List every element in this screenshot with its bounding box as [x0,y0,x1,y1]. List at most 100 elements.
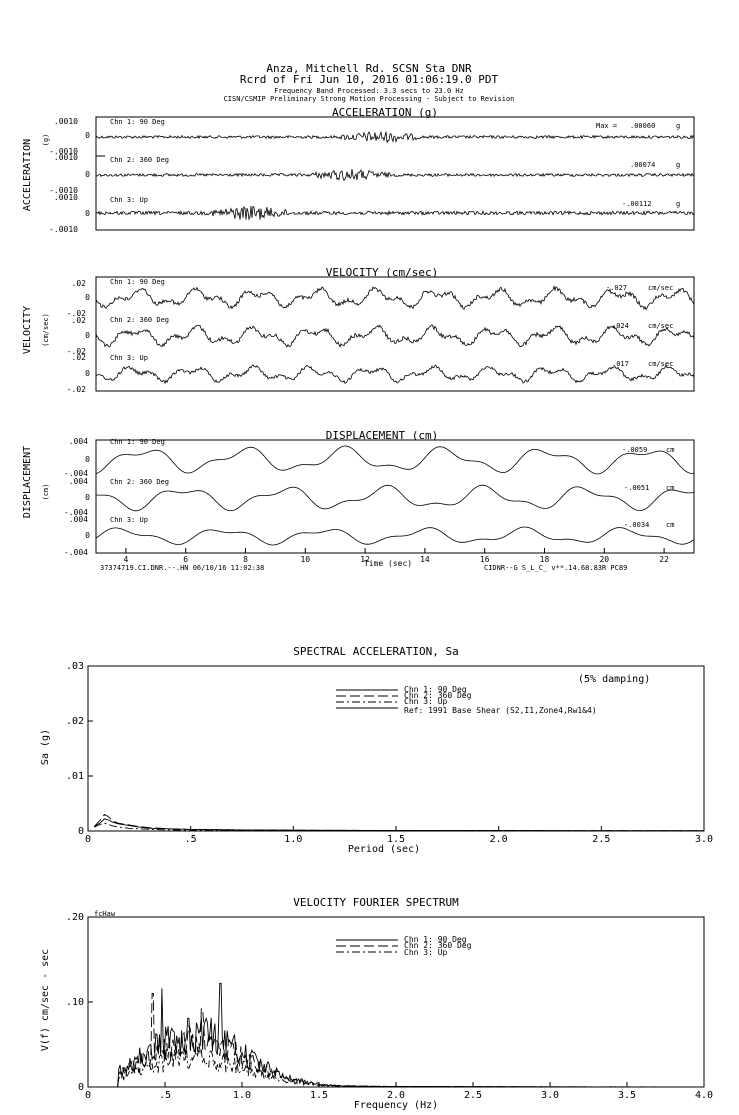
sa-x-tick-label: .5 [185,834,197,845]
header-disclaimer: CISN/CSMIP Preliminary Strong Motion Pro… [224,95,515,103]
velocity-units: (cm/sec) [42,313,50,347]
vel-ch3-trace [95,363,695,385]
dis-ch3-trace [95,526,695,546]
dis-ch3-tick-zero: 0 [85,531,90,540]
dis-ch2-tick-bottom: -.004 [64,508,88,517]
velocity-channel-1: .02 0 -.02 Chn 1: 90 Deg -.027 cm/sec [67,278,695,318]
vel-ch1-peak: -.027 [606,284,627,292]
displacement-channel-1: .004 0 -.004 Chn 1: 90 Deg -.0059 cm [64,437,695,478]
dis-ch3-tick-top: .004 [69,515,88,524]
sa-x-tick-label: 3.0 [695,834,713,845]
processing-note: CIDNR--G S_L_C_ v**.14.68.83R PC89 [484,564,627,572]
acceleration-frame [95,116,695,231]
time-tick-label-12: 12 [360,555,370,564]
sa-series [93,813,704,832]
fs-legend: Chn 1: 90 Deg Chn 2: 360 Deg Chn 3: Up [336,935,472,957]
time-tick-label-18: 18 [540,555,550,564]
acc-ch3-unit: g [676,200,680,208]
sa-legend-ch3: Chn 3: Up [404,697,448,706]
vel-ch3-tick-zero: 0 [85,369,90,378]
fs-ylabel: V(f) cm/sec - sec [40,949,51,1051]
fs-y-tick-label: 0 [78,1082,84,1093]
vel-ch1-tick-bottom: -.02 [67,309,86,318]
time-axis: 4 6 8 10 12 14 16 18 20 22 [123,548,669,564]
fs-x-tick-label: 0 [85,1090,91,1101]
acc-ch2-trace [95,168,695,182]
dis-ch3-unit: cm [666,521,674,529]
acceleration-ylabel: ACCELERATION [22,139,33,211]
acceleration-units: (g) [42,134,50,147]
vel-ch2-tick-zero: 0 [85,331,90,340]
time-tick-label-8: 8 [243,555,248,564]
velocity-ylabel: VELOCITY [22,306,33,354]
sa-y-tick-label: .01 [66,771,84,782]
fs-x-tick-label: 1.0 [233,1090,251,1101]
fs-corner-label: fcHaw [94,910,116,918]
acceleration-panel: ACCELERATION (g) ACCELERATION (g) .0010 … [22,106,695,234]
acc-ch1-peak: .00060 [630,122,655,130]
dis-ch2-tick-zero: 0 [85,493,90,502]
sa-y-tick-label: 0 [78,826,84,837]
record-id-note: 37374719.CI.DNR.--.HN 06/10/16 11:02:38 [100,564,264,572]
acceleration-channel-1: .0010 0 -.0010 Chn 1: 90 Deg Max = .0006… [49,117,695,156]
record-header: Anza, Mitchell Rd. SCSN Sta DNR Rcrd of … [224,62,515,103]
vel-ch1-unit: cm/sec [648,284,673,292]
fs-legend-ch2: Chn 2: 360 Deg [404,941,472,950]
acceleration-title: ACCELERATION (g) [332,106,438,119]
sa-ylabel: Sa (g) [40,729,51,765]
acc-ch3-trace [95,205,695,221]
header-band: Frequency Band Processed: 3.3 secs to 23… [274,87,464,95]
vel-ch1-trace [95,285,695,311]
velocity-title: VELOCITY (cm/sec) [326,266,439,279]
time-tick-label-4: 4 [123,555,128,564]
time-tick-label-22: 22 [659,555,669,564]
acc-max-label: Max = [596,122,617,130]
sa-title: SPECTRAL ACCELERATION, Sa [293,645,459,658]
displacement-channel-3: .004 0 -.004 Chn 3: Up -.0034 cm [64,515,695,557]
sa-y-tick-label: .03 [66,661,84,672]
acc-ch1-trace [95,130,695,144]
time-tick-label-10: 10 [300,555,310,564]
displacement-panel: DISPLACEMENT (cm) DISPLACEMENT (cm) .004… [22,429,695,572]
dis-ch2-unit: cm [666,484,674,492]
fs-series-3-line [88,1047,703,1088]
acc-ch1-tick-zero: 0 [85,131,90,140]
acc-ch3-tick-zero: 0 [85,209,90,218]
sa-x-tick-label: 1.0 [284,834,302,845]
velocity-panel: VELOCITY (cm/sec) VELOCITY (cm/sec) .02 … [22,266,695,394]
vel-ch3-tick-bottom: -.02 [67,385,86,394]
sa-legend-ch1: Chn 1: 90 Deg [404,685,467,694]
dis-ch1-label: Chn 1: 90 Deg [110,438,165,446]
spectral-acceleration-chart: SPECTRAL ACCELERATION, Sa Sa (g) Period … [40,645,713,855]
fs-legend-ch3: Chn 3: Up [404,948,448,957]
fs-frame [87,916,705,1088]
fs-x-tick-label: 1.5 [310,1090,328,1101]
fs-x-tick-label: .5 [159,1090,171,1101]
dis-ch2-label: Chn 2: 360 Deg [110,478,169,486]
vel-ch2-tick-top: .02 [72,316,87,325]
fs-y-tick-label: .20 [66,912,84,923]
time-tick-label-16: 16 [480,555,490,564]
acc-ch1-tick-top: .0010 [54,117,78,126]
dis-ch2-trace [95,484,695,512]
dis-ch3-peak: -.0034 [624,521,649,529]
fs-x-tick-label: 2.5 [464,1090,482,1101]
sa-series-2-line [93,813,704,832]
dis-ch2-tick-top: .004 [69,477,88,486]
acc-ch2-unit: g [676,161,680,169]
acc-ch3-label: Chn 3: Up [110,196,148,204]
sa-legend-ch2: Chn 2: 360 Deg [404,691,472,700]
dis-ch1-peak: -.0059 [622,446,647,454]
vel-ch2-peak: .024 [612,322,629,330]
header-record: Rcrd of Fri Jun 10, 2016 01:06:19.0 PDT [240,73,499,86]
vel-ch1-label: Chn 1: 90 Deg [110,278,165,286]
sa-legend-ref: Ref: 1991 Base Shear (S2,I1,Zone4,Rw1&4) [404,706,597,715]
displacement-frame [95,439,695,554]
vel-ch3-unit: cm/sec [648,360,673,368]
fs-x-tick-label: 4.0 [695,1090,713,1101]
vel-ch2-unit: cm/sec [648,322,673,330]
vel-ch2-label: Chn 2: 360 Deg [110,316,169,324]
sa-damping-note: (5% damping) [578,674,650,685]
fourier-spectrum-chart: VELOCITY FOURIER SPECTRUM V(f) cm/sec - … [40,896,713,1111]
vel-ch1-tick-zero: 0 [85,293,90,302]
